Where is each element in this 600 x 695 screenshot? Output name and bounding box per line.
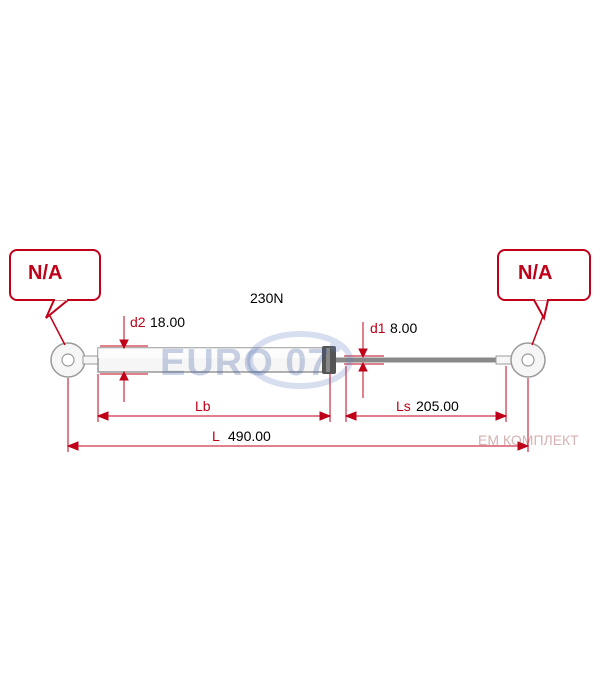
cylinder-body [98,346,336,374]
right-eyelet [496,343,545,377]
diagram-canvas: 230N d2 18.00 d1 8.00 Lb Ls 205.00 L 490… [0,0,600,695]
dim-d2-value: 18.00 [150,314,185,330]
dim-L-value: 490.00 [228,428,271,444]
dim-Ls-label: Ls [396,398,411,414]
left-callout-text: N/A [28,262,62,285]
dim-d2-label: d2 [130,314,146,330]
dim-d1-value: 8.00 [390,320,417,336]
dim-Lb [98,412,330,420]
dim-L-label: L [212,428,220,444]
extension-lines [68,366,528,452]
force-label: 230N [250,290,283,306]
dim-L [68,442,528,450]
dim-Lb-label: Lb [195,398,211,414]
dim-Ls-value: 205.00 [416,398,459,414]
diagram-svg [0,0,600,695]
left-eyelet [51,343,99,377]
dim-d1-label: d1 [370,320,386,336]
right-callout-text: N/A [518,262,552,285]
